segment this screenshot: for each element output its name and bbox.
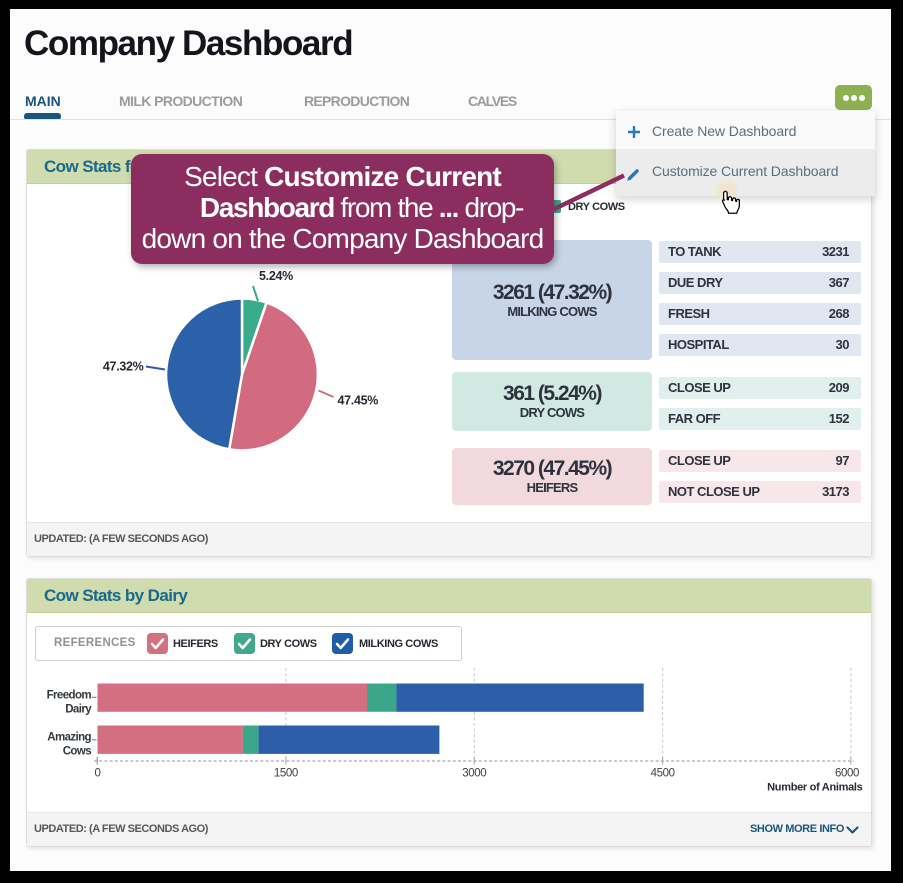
svg-text:Cows: Cows — [63, 746, 91, 758]
svg-text:Freedom: Freedom — [47, 689, 92, 701]
svg-text:Dairy: Dairy — [65, 703, 92, 715]
svg-text:47.32%: 47.32% — [103, 360, 144, 374]
svg-text:3000: 3000 — [462, 768, 486, 780]
svg-text:4500: 4500 — [651, 768, 675, 780]
svg-text:1500: 1500 — [274, 768, 298, 780]
svg-text:Number of Animals: Number of Animals — [767, 782, 863, 794]
svg-text:5.24%: 5.24% — [259, 269, 293, 283]
svg-text:47.45%: 47.45% — [338, 394, 379, 408]
svg-text:6000: 6000 — [835, 768, 859, 780]
svg-text:0: 0 — [95, 768, 101, 780]
svg-text:Amazing: Amazing — [47, 732, 91, 744]
